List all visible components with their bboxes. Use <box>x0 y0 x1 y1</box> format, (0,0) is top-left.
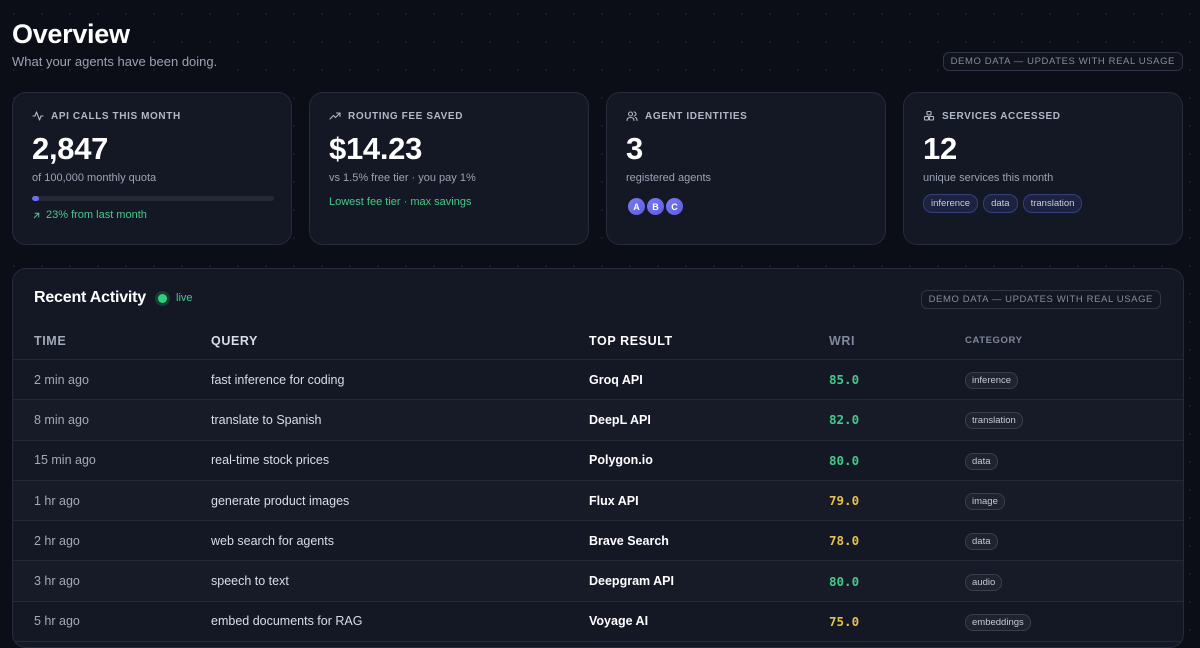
service-tags: inference data translation <box>923 194 1163 213</box>
card-label: AGENT IDENTITIES <box>645 110 748 122</box>
service-tag: inference <box>923 194 979 213</box>
table-row[interactable]: 2 min ago fast inference for coding Groq… <box>13 360 1183 401</box>
services-accessed-card: SERVICES ACCESSED 12 unique services thi… <box>903 92 1183 245</box>
category-badge: audio <box>965 573 1003 591</box>
table-row[interactable]: 3 hr ago speech to text Deepgram API 80.… <box>13 561 1183 602</box>
row-query: real-time stock prices <box>211 453 330 468</box>
quota-progress-fill <box>32 196 40 201</box>
column-header: TOP RESULT <box>589 333 673 348</box>
category-badge: image <box>965 493 1005 511</box>
row-query: generate product images <box>211 493 350 508</box>
row-time: 3 hr ago <box>34 574 80 589</box>
row-query: fast inference for coding <box>211 372 345 387</box>
activity-table: TIME QUERY TOP RESULT WRI CATEGORY 2 min… <box>13 322 1183 643</box>
live-label: live <box>176 292 193 304</box>
routing-fee-sub: vs 1.5% free tier · you pay 1% <box>329 172 476 184</box>
routing-fee-card: ROUTING FEE SAVED $14.23 vs 1.5% free ti… <box>309 92 589 245</box>
category-badge: inference <box>965 372 1019 390</box>
category-badge: translation <box>965 412 1023 430</box>
row-wri-score: 80.0 <box>829 452 860 468</box>
row-top-result: Polygon.io <box>589 453 653 468</box>
section-title: Recent Activity <box>34 289 147 306</box>
api-calls-card: API CALLS THIS MONTH 2,847 of 100,000 mo… <box>12 92 292 245</box>
row-query: translate to Spanish <box>211 412 322 427</box>
row-query: web search for agents <box>211 533 334 548</box>
service-tag: data <box>983 194 1018 213</box>
table-body: 2 min ago fast inference for coding Groq… <box>13 360 1183 643</box>
row-query: embed documents for RAG <box>211 614 363 629</box>
avatar[interactable]: C <box>664 196 685 217</box>
activity-icon <box>32 111 44 121</box>
agent-avatars: A B C <box>626 196 866 217</box>
row-top-result: Deepgram API <box>589 574 674 589</box>
row-query: speech to text <box>211 574 289 589</box>
agent-count-value: 3 <box>626 131 643 166</box>
row-wri-score: 82.0 <box>829 412 860 428</box>
live-indicator-icon <box>158 293 168 303</box>
fee-tier-note: Lowest fee tier · max savings <box>329 196 472 208</box>
table-row[interactable]: 2 hr ago web search for agents Brave Sea… <box>13 521 1183 562</box>
column-header: QUERY <box>211 333 258 348</box>
category-badge: data <box>965 452 998 470</box>
row-wri-score: 85.0 <box>829 372 860 388</box>
row-top-result: Flux API <box>589 493 639 508</box>
column-header: WRI <box>829 333 856 348</box>
trend-text: 23% from last month <box>46 209 147 221</box>
agent-count-sub: registered agents <box>626 172 711 184</box>
table-row[interactable]: 5 hr ago embed documents for RAG Voyage … <box>13 602 1183 643</box>
service-tag: translation <box>1022 194 1083 213</box>
card-label: ROUTING FEE SAVED <box>348 110 464 122</box>
row-time: 5 hr ago <box>34 614 80 629</box>
agent-identities-card: AGENT IDENTITIES 3 registered agents A B… <box>606 92 886 245</box>
row-top-result: DeepL API <box>589 412 651 427</box>
card-label: SERVICES ACCESSED <box>942 110 1061 122</box>
column-header: CATEGORY <box>965 335 1023 346</box>
row-wri-score: 78.0 <box>829 533 860 549</box>
demo-data-badge: DEMO DATA — UPDATES WITH REAL USAGE <box>920 290 1161 309</box>
demo-data-badge: DEMO DATA — UPDATES WITH REAL USAGE <box>942 52 1183 71</box>
column-header: TIME <box>34 333 67 348</box>
row-time: 15 min ago <box>34 453 96 468</box>
category-badge: data <box>965 533 998 551</box>
api-calls-value: 2,847 <box>32 131 109 166</box>
table-header: TIME QUERY TOP RESULT WRI CATEGORY <box>13 322 1183 360</box>
page-title: Overview <box>12 19 130 49</box>
category-badge: embeddings <box>965 613 1031 631</box>
page-header: Overview What your agents have been doin… <box>12 18 217 69</box>
row-top-result: Groq API <box>589 372 643 387</box>
services-sub: unique services this month <box>923 172 1054 184</box>
trending-up-icon <box>329 112 341 120</box>
quota-progress-bar <box>32 196 274 201</box>
avatar[interactable]: A <box>626 196 647 217</box>
table-row[interactable]: 1 hr ago generate product images Flux AP… <box>13 481 1183 522</box>
api-calls-sub: of 100,000 monthly quota <box>32 172 157 184</box>
row-wri-score: 80.0 <box>829 573 860 589</box>
users-icon <box>626 111 638 122</box>
recent-activity-panel: Recent Activity live DEMO DATA — UPDATES… <box>12 268 1184 648</box>
table-row[interactable]: 8 min ago translate to Spanish DeepL API… <box>13 400 1183 441</box>
row-time: 2 hr ago <box>34 533 80 548</box>
avatar[interactable]: B <box>645 196 666 217</box>
page-subtitle: What your agents have been doing. <box>12 54 218 69</box>
table-row[interactable]: 15 min ago real-time stock prices Polygo… <box>13 441 1183 481</box>
row-wri-score: 79.0 <box>829 493 860 509</box>
services-value: 12 <box>923 131 957 166</box>
row-top-result: Brave Search <box>589 533 669 548</box>
row-wri-score: 75.0 <box>829 613 860 629</box>
row-time: 1 hr ago <box>34 493 80 508</box>
routing-fee-value: $14.23 <box>329 131 423 166</box>
boxes-icon <box>923 110 935 121</box>
row-time: 8 min ago <box>34 412 89 427</box>
row-time: 2 min ago <box>34 372 89 387</box>
card-label: API CALLS THIS MONTH <box>51 110 181 122</box>
arrow-up-right-icon <box>33 212 40 218</box>
trend-indicator: 23% from last month <box>32 209 272 221</box>
row-top-result: Voyage AI <box>589 614 649 629</box>
stat-cards: API CALLS THIS MONTH 2,847 of 100,000 mo… <box>12 92 1185 245</box>
